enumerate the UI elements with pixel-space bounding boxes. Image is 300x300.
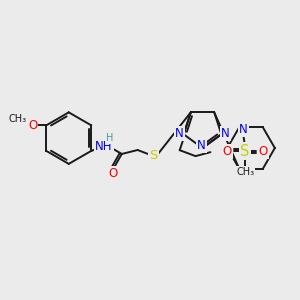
Text: N: N [239,123,248,136]
Text: O: O [28,119,37,132]
Text: O: O [108,167,118,180]
Text: CH₃: CH₃ [9,114,27,124]
Text: N: N [175,127,184,140]
Text: N: N [197,139,206,152]
Text: S: S [240,144,250,159]
Text: S: S [149,149,158,162]
Text: N: N [221,127,230,140]
Text: H: H [106,133,114,143]
Text: CH₃: CH₃ [236,167,254,177]
Text: NH: NH [95,140,113,152]
Text: O: O [223,145,232,158]
Text: O: O [258,145,268,158]
